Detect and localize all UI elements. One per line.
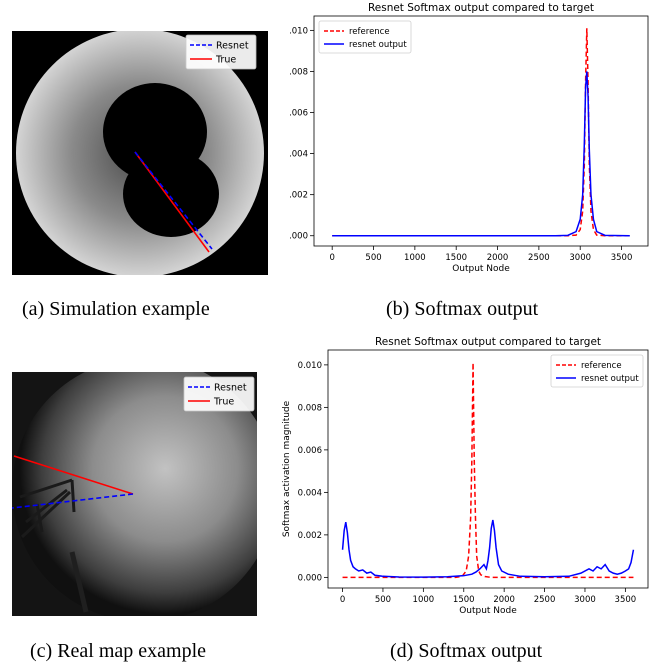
- legend-label-true: True: [213, 397, 234, 408]
- legend-label-true: True: [215, 55, 236, 66]
- plot-frame: [313, 15, 649, 247]
- legend-entry: reference: [349, 27, 390, 37]
- x-tick-label: 2500: [528, 253, 550, 263]
- x-tick-label: 1500: [445, 253, 467, 263]
- series-line-resnet-output: [332, 71, 630, 237]
- x-tick-label: 0: [340, 595, 345, 605]
- x-tick-label: 3500: [615, 595, 637, 605]
- x-tick-label: 3000: [569, 253, 591, 263]
- caption-real-map-example: (c) Real map example: [30, 640, 207, 662]
- x-tick-label: 500: [375, 595, 391, 605]
- y-tick-label: 0.008: [290, 67, 308, 77]
- x-tick-label: 1000: [413, 595, 435, 605]
- chart-legend: reference resnet output: [318, 20, 412, 54]
- softmax-chart-bottom-panel: Resnet Softmax output compared to target…: [280, 330, 659, 620]
- y-tick-label: 0.002: [298, 531, 322, 541]
- y-axis-label: Softmax activation magnitude: [282, 400, 292, 537]
- caption-softmax-output-bottom: (d) Softmax output: [390, 640, 543, 662]
- simulation-image: Resnet True: [12, 31, 268, 275]
- y-tick-label: 0.002: [290, 191, 308, 201]
- plot-frame: [327, 349, 649, 589]
- softmax-chart-top: Resnet Softmax output compared to target…: [274, 2, 649, 274]
- softmax-chart-top-panel: Resnet Softmax output compared to target…: [274, 0, 659, 285]
- chart-title: Resnet Softmax output compared to target: [375, 336, 601, 348]
- caption-softmax-output-top: (b) Softmax output: [386, 298, 539, 320]
- x-tick-label: 3000: [574, 595, 596, 605]
- series-line-reference: [332, 28, 630, 237]
- y-tick-label: 0.000: [298, 573, 322, 583]
- y-tick-label: 0.004: [298, 488, 322, 498]
- y-tick-label: 0.006: [298, 446, 322, 456]
- true-direction-line: [13, 455, 134, 495]
- legend-entry: reference: [581, 361, 622, 371]
- simulation-image-panel: Resnet True: [12, 31, 268, 275]
- leg-structure: [69, 551, 89, 613]
- caption-simulation-example: (a) Simulation example: [22, 298, 210, 320]
- legend-entry: resnet output: [349, 40, 407, 50]
- y-tick-label: 0.000: [290, 232, 308, 242]
- x-tick-label: 0: [329, 253, 334, 263]
- real-map-image: Resnet True: [11, 358, 276, 622]
- resnet-direction-line: [11, 493, 134, 509]
- simulated-obstacle-bottom: [123, 151, 219, 237]
- chart-legend: reference resnet output: [550, 354, 644, 388]
- x-axis-label: Output Node: [452, 264, 510, 274]
- legend-box: [318, 20, 412, 54]
- chart-title: Resnet Softmax output compared to target: [368, 2, 594, 14]
- x-axis-label: Output Node: [459, 606, 517, 616]
- y-tick-label: 0.006: [290, 109, 308, 119]
- x-tick-label: 1000: [404, 253, 426, 263]
- rover-structure: [19, 478, 76, 539]
- x-tick-label: 3500: [611, 253, 633, 263]
- y-tick-label: 0.010: [290, 26, 308, 36]
- series-line-reference: [342, 362, 634, 579]
- x-tick-label: 2000: [487, 253, 509, 263]
- real-map-disc: [12, 358, 276, 622]
- x-tick-label: 500: [365, 253, 381, 263]
- y-tick-label: 0.004: [290, 150, 308, 160]
- legend-entry: resnet output: [581, 374, 639, 384]
- legend-box: [550, 354, 644, 388]
- legend-label-resnet: Resnet: [216, 41, 249, 52]
- softmax-chart-bottom: Resnet Softmax output compared to target…: [282, 336, 649, 616]
- x-tick-label: 1500: [453, 595, 475, 605]
- image-legend: Resnet True: [183, 376, 255, 412]
- image-legend: Resnet True: [185, 34, 257, 70]
- y-tick-label: 0.008: [298, 403, 322, 413]
- legend-label-resnet: Resnet: [214, 383, 247, 394]
- series-line-resnet-output: [341, 519, 635, 578]
- real-map-image-panel: Resnet True: [11, 358, 276, 622]
- x-tick-label: 2000: [493, 595, 515, 605]
- y-tick-label: 0.010: [298, 361, 322, 371]
- x-tick-label: 2500: [534, 595, 556, 605]
- resnet-direction-line: [134, 151, 213, 250]
